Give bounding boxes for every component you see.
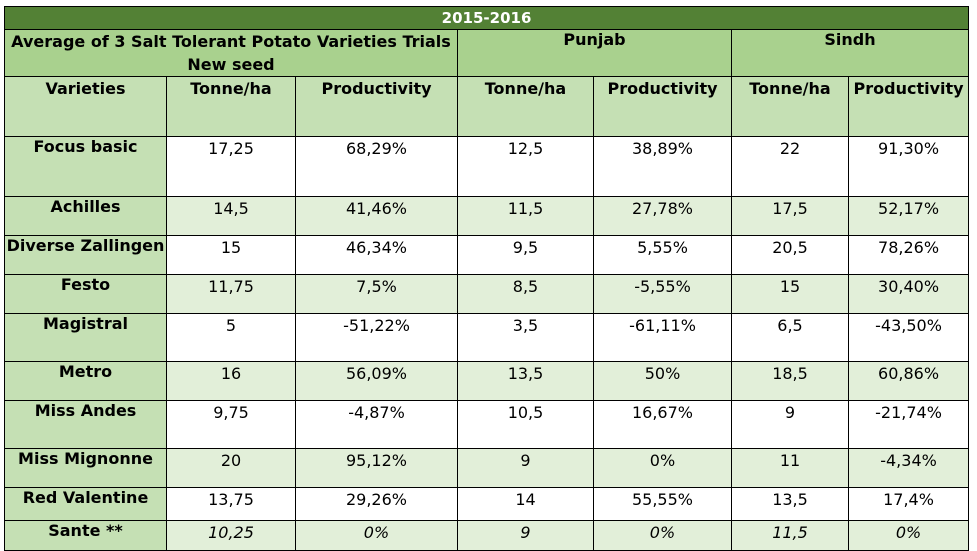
table-row: Sante ** 10,25 0% 9 0% 11,5 0% [4, 520, 970, 551]
avg-tonne-cell: 20 [166, 448, 296, 488]
sindh-tonne-cell: 9 [731, 400, 849, 449]
avg-productivity-cell: 7,5% [295, 274, 458, 314]
variety-name: Red Valentine [4, 487, 167, 521]
table-row: Achilles 14,5 41,46% 11,5 27,78% 17,5 52… [4, 196, 970, 236]
punjab-tonne-cell: 12,5 [457, 136, 594, 197]
punjab-productivity-cell: 55,55% [593, 487, 732, 521]
punjab-productivity-cell: 38,89% [593, 136, 732, 197]
avg-tonne-cell: 16 [166, 361, 296, 401]
table-row: Red Valentine 13,75 29,26% 14 55,55% 13,… [4, 487, 970, 521]
variety-name: Miss Andes [4, 400, 167, 449]
sindh-productivity-cell: -21,74% [847, 400, 970, 449]
table-row: Focus basic 17,25 68,29% 12,5 38,89% 22 … [4, 136, 970, 197]
variety-name: Magistral [4, 313, 167, 362]
column-header-punjab-tonne: Tonne/ha [457, 76, 594, 137]
avg-productivity-cell: 56,09% [295, 361, 458, 401]
punjab-productivity-cell: 0% [593, 448, 732, 488]
sindh-tonne-cell: 15 [731, 274, 849, 314]
punjab-tonne-cell: 8,5 [457, 274, 594, 314]
sindh-tonne-cell: 13,5 [731, 487, 849, 521]
group-header-sindh: Sindh [730, 29, 970, 77]
sindh-tonne-cell: 17,5 [731, 196, 849, 236]
avg-tonne-cell: 13,75 [166, 487, 296, 521]
sindh-productivity-cell: -43,50% [847, 313, 970, 362]
variety-name: Achilles [4, 196, 167, 236]
sindh-productivity-cell: 78,26% [847, 235, 970, 275]
variety-name: Festo [4, 274, 167, 314]
avg-tonne-cell: 15 [166, 235, 296, 275]
punjab-productivity-cell: 16,67% [593, 400, 732, 449]
variety-name: Focus basic [4, 136, 167, 197]
punjab-productivity-cell: -61,11% [593, 313, 732, 362]
column-header-avg-productivity: Productivity [295, 76, 458, 137]
potato-trials-table: 2015-2016 Average of 3 Salt Tolerant Pot… [3, 6, 970, 551]
sindh-productivity-cell: 17,4% [847, 487, 970, 521]
sindh-productivity-cell: 52,17% [847, 196, 970, 236]
punjab-tonne-cell: 9,5 [457, 235, 594, 275]
sindh-tonne-cell: 18,5 [731, 361, 849, 401]
avg-tonne-cell: 5 [166, 313, 296, 362]
group-header-average: Average of 3 Salt Tolerant Potato Variet… [4, 29, 458, 77]
avg-tonne-cell: 10,25 [166, 520, 296, 551]
table-row: Diverse Zallingen 15 46,34% 9,5 5,55% 20… [4, 235, 970, 275]
punjab-tonne-cell: 13,5 [457, 361, 594, 401]
table-row: Miss Andes 9,75 -4,87% 10,5 16,67% 9 -21… [4, 400, 970, 449]
group-header-punjab: Punjab [457, 29, 732, 77]
avg-productivity-cell: 68,29% [295, 136, 458, 197]
table-title: 2015-2016 [3, 6, 970, 30]
table-row: Miss Mignonne 20 95,12% 9 0% 11 -4,34% [4, 448, 970, 488]
punjab-productivity-cell: 0% [593, 520, 732, 551]
punjab-productivity-cell: 5,55% [593, 235, 732, 275]
avg-productivity-cell: -4,87% [295, 400, 458, 449]
punjab-tonne-cell: 9 [457, 520, 594, 551]
sindh-productivity-cell: 0% [847, 520, 970, 551]
punjab-productivity-cell: -5,55% [593, 274, 732, 314]
avg-tonne-cell: 11,75 [166, 274, 296, 314]
sindh-tonne-cell: 11,5 [731, 520, 849, 551]
sindh-productivity-cell: 30,40% [847, 274, 970, 314]
punjab-tonne-cell: 10,5 [457, 400, 594, 449]
punjab-tonne-cell: 14 [457, 487, 594, 521]
punjab-productivity-cell: 50% [593, 361, 732, 401]
avg-productivity-cell: 0% [295, 520, 458, 551]
variety-name: Miss Mignonne [4, 448, 167, 488]
column-header-avg-tonne: Tonne/ha [166, 76, 296, 137]
column-header-punjab-productivity: Productivity [593, 76, 732, 137]
sindh-tonne-cell: 6,5 [731, 313, 849, 362]
punjab-productivity-cell: 27,78% [593, 196, 732, 236]
avg-productivity-cell: 29,26% [295, 487, 458, 521]
avg-tonne-cell: 17,25 [166, 136, 296, 197]
avg-tonne-cell: 9,75 [166, 400, 296, 449]
avg-tonne-cell: 14,5 [166, 196, 296, 236]
punjab-tonne-cell: 3,5 [457, 313, 594, 362]
column-header-sindh-productivity: Productivity [847, 76, 970, 137]
sindh-productivity-cell: 91,30% [847, 136, 970, 197]
sindh-productivity-cell: 60,86% [847, 361, 970, 401]
avg-productivity-cell: -51,22% [295, 313, 458, 362]
table-row: Festo 11,75 7,5% 8,5 -5,55% 15 30,40% [4, 274, 970, 314]
avg-productivity-cell: 95,12% [295, 448, 458, 488]
sindh-tonne-cell: 22 [731, 136, 849, 197]
sindh-tonne-cell: 20,5 [731, 235, 849, 275]
column-header-varieties: Varieties [4, 76, 167, 137]
punjab-tonne-cell: 9 [457, 448, 594, 488]
avg-productivity-cell: 46,34% [295, 235, 458, 275]
table-row: Metro 16 56,09% 13,5 50% 18,5 60,86% [4, 361, 970, 401]
variety-name: Sante ** [4, 520, 167, 551]
variety-name: Metro [4, 361, 167, 401]
sindh-tonne-cell: 11 [731, 448, 849, 488]
table-row: Magistral 5 -51,22% 3,5 -61,11% 6,5 -43,… [4, 313, 970, 362]
sindh-productivity-cell: -4,34% [847, 448, 970, 488]
punjab-tonne-cell: 11,5 [457, 196, 594, 236]
avg-productivity-cell: 41,46% [295, 196, 458, 236]
column-header-sindh-tonne: Tonne/ha [731, 76, 849, 137]
variety-name: Diverse Zallingen [4, 235, 167, 275]
